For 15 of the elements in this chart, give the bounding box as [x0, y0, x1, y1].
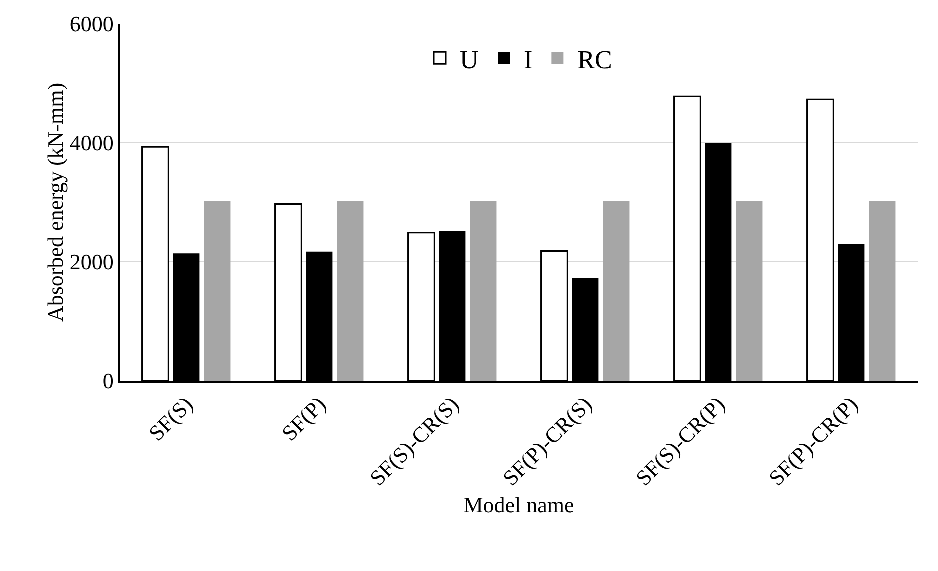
y-axis-title: Absorbed energy (kN-mm)	[42, 82, 68, 322]
legend-label: U	[460, 45, 479, 74]
y-tick-label: 2000	[70, 250, 114, 275]
bar	[603, 201, 630, 381]
bar	[204, 201, 231, 381]
bar	[470, 201, 497, 381]
y-tick-label: 6000	[70, 12, 114, 37]
legend-label: I	[524, 45, 533, 74]
bar	[869, 201, 896, 381]
bar	[736, 201, 763, 381]
bar	[337, 201, 364, 381]
y-tick-label: 0	[102, 368, 114, 394]
x-axis-title: Model name	[464, 492, 574, 518]
legend-label: RC	[578, 45, 612, 74]
y-tick-label: 4000	[70, 130, 114, 156]
